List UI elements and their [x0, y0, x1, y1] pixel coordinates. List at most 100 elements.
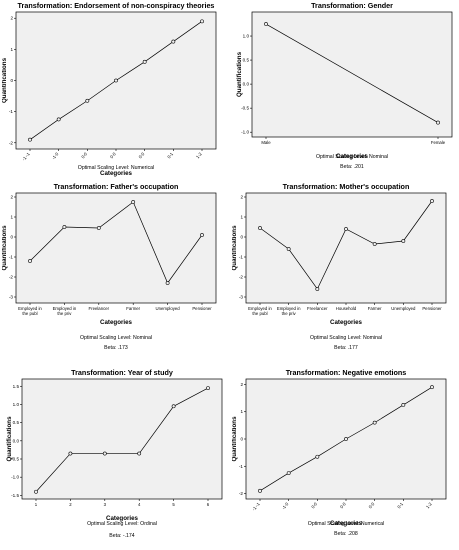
- x-tick-label: Pensioner: [422, 306, 442, 311]
- chart-panel: Transformation: Endorsement of non-consp…: [2, 0, 226, 185]
- series-line: [35, 387, 209, 492]
- data-point: [96, 226, 101, 230]
- x-axis-label: Categories: [100, 319, 133, 326]
- chart-note: Optimal Scaling Level: Nominal: [80, 335, 152, 341]
- data-point: [344, 227, 348, 231]
- y-tick-label: -1.0: [241, 130, 249, 135]
- data-point: [286, 247, 291, 251]
- chart-panel: Transformation: Gender -1.0 -0.5 0.0 0.5 1.0 M…: [232, 0, 456, 185]
- x-tick-label: Employed in the priv: [277, 306, 301, 316]
- chart-svg: Transformation: Mother's occupation -3 -2 -…: [232, 182, 447, 351]
- data-point: [401, 239, 406, 243]
- chart-note: Beta: .177: [334, 345, 358, 351]
- x-tick-label: 2: [69, 502, 72, 507]
- data-point: [114, 78, 118, 83]
- y-tick-label: 1.0: [13, 402, 20, 407]
- plot-area: [21, 378, 223, 500]
- y-tick-label: 1.0: [243, 34, 250, 39]
- x-tick-label: Freelancer: [89, 306, 110, 311]
- x-tick-label: Pensioner: [192, 306, 212, 311]
- y-tick-label: -3: [9, 295, 14, 300]
- y-tick-label: 2: [10, 195, 13, 200]
- y-tick-label: 0: [10, 78, 13, 83]
- y-tick-label: 0: [240, 437, 243, 442]
- data-point: [165, 281, 170, 285]
- x-axis-label: Categories: [336, 153, 369, 160]
- chart-note: Optimal Scaling Level: Numerical: [78, 165, 154, 171]
- x-tick-label: 0-1: [166, 151, 174, 159]
- y-tick-label: 0.5: [243, 58, 250, 63]
- y-tick-label: 0.0: [13, 438, 20, 443]
- chart-title: Transformation: Mother's occupation: [283, 182, 410, 191]
- data-point: [56, 117, 61, 122]
- y-tick-label: 1: [10, 215, 13, 220]
- x-tick-label: Employed in the publ: [18, 306, 42, 316]
- chart-title: Transformation: Endorsement of non-consp…: [18, 1, 215, 10]
- x-tick-label: -1--1: [21, 151, 31, 162]
- x-axis-label: Categories: [330, 520, 363, 527]
- data-point: [102, 451, 107, 456]
- x-tick-label: Unemployed: [391, 306, 416, 311]
- x-tick-label: Female: [431, 140, 446, 145]
- x-tick-label: Unemployed: [156, 306, 181, 311]
- x-axis-label: Categories: [330, 319, 363, 326]
- x-tick-label: 0-1: [396, 501, 404, 509]
- x-axis-label: Categories: [100, 170, 133, 177]
- series-line: [265, 23, 439, 123]
- y-tick-label: -0.5: [11, 457, 19, 462]
- y-tick-label: -1.0: [11, 475, 19, 480]
- y-tick-label: 1.5: [13, 384, 20, 389]
- plot-area: [251, 11, 453, 138]
- chart-title: Transformation: Year of study: [71, 368, 173, 377]
- y-tick-label: 0.0: [243, 82, 250, 87]
- x-tick-label: -1-0: [281, 501, 290, 511]
- y-tick-label: 0: [240, 235, 243, 240]
- x-tick-label: 1: [35, 502, 38, 507]
- data-point: [68, 451, 73, 456]
- x-tick-label: 0-0: [80, 151, 88, 159]
- chart-note: Optimal Scaling Level: Numerical: [308, 521, 384, 527]
- x-tick-label: 0-0: [368, 501, 376, 509]
- data-point: [258, 226, 262, 230]
- y-tick-label: -2: [9, 140, 14, 145]
- data-point: [430, 199, 434, 203]
- plot-area: [245, 192, 447, 304]
- y-tick-label: 1: [240, 215, 243, 220]
- data-point: [372, 242, 377, 246]
- data-point: [315, 454, 320, 459]
- chart-note: Beta: .201: [340, 164, 364, 170]
- x-tick-label: Farmer: [126, 306, 140, 311]
- data-point: [200, 233, 204, 237]
- x-tick-label: 0-0: [138, 151, 146, 159]
- y-axis-label: Quantifications: [6, 416, 13, 462]
- y-tick-label: 0: [10, 235, 13, 240]
- x-tick-label: -1-0: [51, 151, 60, 161]
- chart-note: Optimal Scaling Level: Nominal: [316, 154, 388, 160]
- data-point: [34, 489, 38, 494]
- data-point: [430, 385, 434, 390]
- x-tick-label: 6: [207, 502, 210, 507]
- x-axis-label: Categories: [106, 515, 139, 522]
- y-axis-label: Quantifications: [2, 225, 8, 271]
- y-tick-label: -2: [239, 275, 244, 280]
- chart-panel: Transformation: Negative emotions -2 -1 0 1 2…: [232, 367, 456, 550]
- y-tick-label: -3: [239, 295, 244, 300]
- chart-svg: Transformation: Endorsement of non-consp…: [2, 1, 217, 177]
- plot-area: [15, 192, 217, 304]
- data-point: [85, 98, 90, 103]
- y-axis-label: Quantifications: [236, 51, 243, 97]
- y-tick-label: 1: [240, 409, 243, 414]
- chart-title: Transformation: Negative emotions: [286, 368, 407, 377]
- x-tick-label: Freelancer: [307, 306, 328, 311]
- y-tick-label: 0.5: [13, 420, 20, 425]
- x-tick-label: 3: [104, 502, 107, 507]
- data-point: [436, 120, 440, 125]
- chart-svg: Transformation: Father's occupation -3 -2 -…: [2, 182, 217, 351]
- series-line: [29, 201, 203, 284]
- chart-svg: Transformation: Year of study -1.5 -1.0 -0.…: [6, 368, 223, 539]
- y-tick-label: 2: [240, 382, 243, 387]
- y-tick-label: 1: [10, 47, 13, 52]
- chart-panel: Transformation: Mother's occupation -3 -2 -…: [232, 181, 456, 366]
- data-point: [28, 137, 32, 142]
- y-tick-label: -1: [9, 109, 14, 114]
